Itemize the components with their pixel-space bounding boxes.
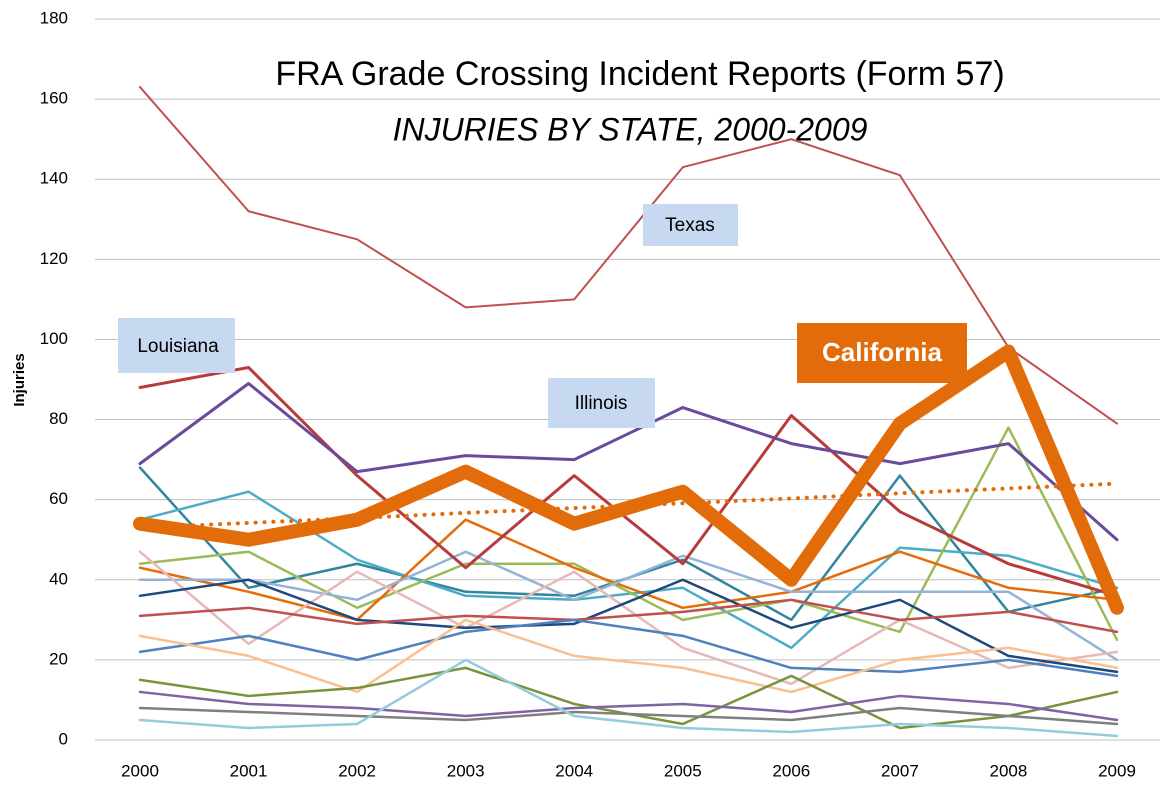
- y-tick-label: 120: [40, 249, 68, 268]
- series-line: [138, 426, 1119, 642]
- series-line: [138, 578, 1119, 674]
- series-line: [138, 618, 1119, 694]
- callout-box: [643, 204, 738, 246]
- y-tick-label: 140: [40, 169, 68, 188]
- series-line: [138, 706, 1119, 726]
- x-tick-label: 2005: [664, 761, 702, 780]
- chart-title: FRA Grade Crossing Incident Reports (For…: [275, 55, 1004, 93]
- x-tick-label: 2008: [990, 761, 1028, 780]
- series-line: [138, 690, 1119, 722]
- series-line: [138, 550, 1119, 662]
- x-tick-label: 2004: [555, 761, 593, 780]
- x-tick-label: 2006: [772, 761, 810, 780]
- series-line: [138, 618, 1119, 678]
- series-line: [138, 658, 1119, 738]
- y-tick-label: 100: [40, 329, 68, 348]
- callout-louisiana: Louisiana: [118, 318, 235, 373]
- callout-box: [797, 323, 967, 383]
- callout-illinois: Illinois: [548, 378, 655, 428]
- lines: [133, 86, 1124, 738]
- chart-subtitle: INJURIES BY STATE, 2000-2009: [393, 111, 868, 147]
- x-tick-label: 2002: [338, 761, 376, 780]
- series-line: [138, 666, 1119, 730]
- series-line: [133, 344, 1124, 615]
- callout-texas: Texas: [643, 204, 738, 246]
- callout-label: California: [822, 337, 942, 367]
- callout-box: [118, 318, 235, 373]
- series-line: [138, 550, 1119, 686]
- series-line: [138, 382, 1119, 542]
- series-line: [138, 466, 1119, 622]
- callout-label: Illinois: [575, 393, 628, 414]
- callout-label: Texas: [665, 215, 715, 236]
- series-line: [139, 86, 1118, 425]
- x-tick-label: 2009: [1098, 761, 1136, 780]
- x-tick-label: 2000: [121, 761, 159, 780]
- y-tick-label: 180: [40, 8, 68, 27]
- y-tick-label: 80: [49, 409, 68, 428]
- callout-california: California: [797, 323, 967, 383]
- series-line: [138, 365, 1119, 598]
- series-line: [138, 598, 1119, 634]
- y-tick-label: 160: [40, 89, 68, 108]
- x-tick-label: 2007: [881, 761, 919, 780]
- y-tick-label: 60: [49, 489, 68, 508]
- series-line: [138, 490, 1119, 650]
- series-line: [138, 518, 1119, 622]
- x-tick-label: 2003: [447, 761, 485, 780]
- y-tick-label: 20: [49, 649, 68, 668]
- y-tick-label: 0: [59, 729, 68, 748]
- callout-label: Louisiana: [137, 336, 219, 357]
- callout-box: [548, 378, 655, 428]
- y-tick-label: 40: [49, 569, 68, 588]
- grid: 0 20 40 60 80 100 120 140 160 180 2000 2001 2002 2003…: [40, 8, 1160, 780]
- x-tick-label: 2001: [230, 761, 268, 780]
- y-axis-label: Injuries: [11, 353, 28, 406]
